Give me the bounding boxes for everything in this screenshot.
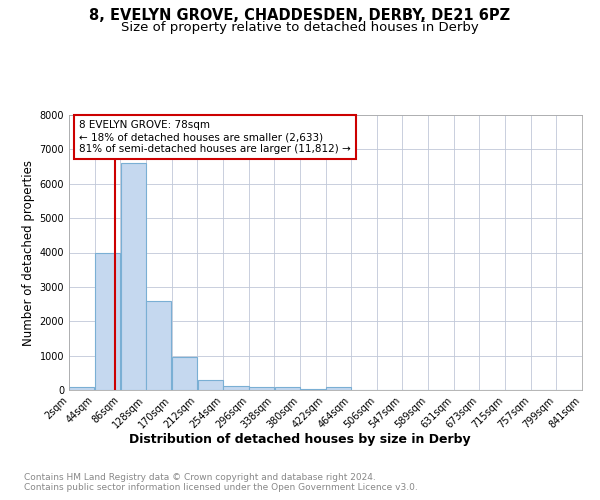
Bar [121,163,146,390]
Text: Distribution of detached houses by size in Derby: Distribution of detached houses by size … [129,432,471,446]
Bar [223,386,248,390]
Bar [146,300,172,390]
Bar [197,380,223,390]
Bar [95,252,120,390]
Text: 8, EVELYN GROVE, CHADDESDEN, DERBY, DE21 6PZ: 8, EVELYN GROVE, CHADDESDEN, DERBY, DE21… [89,8,511,22]
Bar [275,387,300,390]
Y-axis label: Number of detached properties: Number of detached properties [22,160,35,346]
Bar [301,389,326,390]
Bar [326,387,351,390]
Bar [249,386,274,390]
Bar [172,358,197,390]
Text: 8 EVELYN GROVE: 78sqm
← 18% of detached houses are smaller (2,633)
81% of semi-d: 8 EVELYN GROVE: 78sqm ← 18% of detached … [79,120,351,154]
Text: Size of property relative to detached houses in Derby: Size of property relative to detached ho… [121,21,479,34]
Text: Contains HM Land Registry data © Crown copyright and database right 2024.
Contai: Contains HM Land Registry data © Crown c… [24,472,418,492]
Bar [69,386,94,390]
